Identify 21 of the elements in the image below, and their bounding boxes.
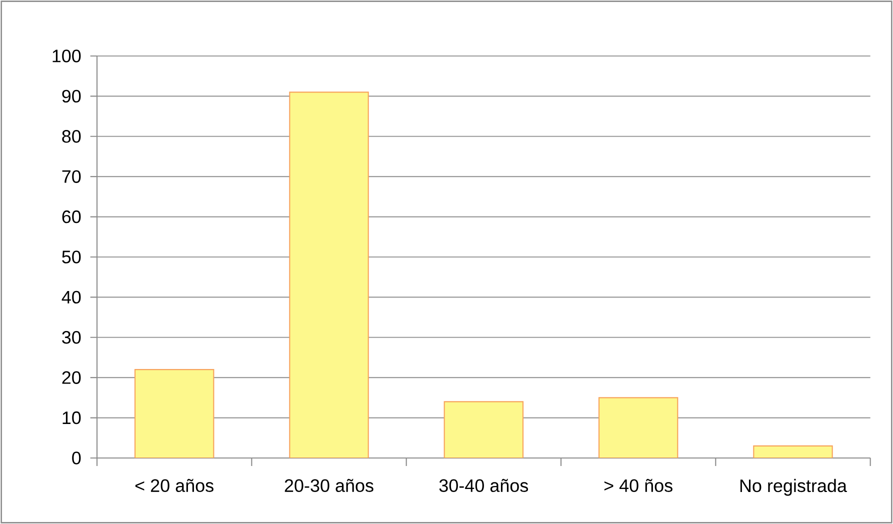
y-tick-label: 90 bbox=[62, 90, 81, 103]
y-tick-label: 0 bbox=[72, 452, 81, 464]
y-tick-label: 10 bbox=[62, 411, 81, 424]
bar bbox=[753, 445, 833, 458]
bar bbox=[444, 401, 524, 458]
bar bbox=[134, 369, 214, 458]
x-tick-label: 30-40 años bbox=[439, 478, 528, 492]
y-tick-label: 80 bbox=[62, 130, 81, 143]
x-tick-label: < 20 años bbox=[135, 478, 214, 492]
y-tick-label: 30 bbox=[62, 331, 81, 344]
x-tick-label: > 40 ños bbox=[604, 478, 672, 492]
y-tick-label: 70 bbox=[62, 170, 81, 183]
y-tick-label: 20 bbox=[62, 371, 81, 384]
x-tick-label: No registrada bbox=[740, 478, 847, 496]
y-tick-label: 100 bbox=[52, 50, 81, 62]
x-tick-label: 20-30 años bbox=[284, 478, 374, 492]
bar bbox=[289, 92, 369, 458]
y-tick-label: 50 bbox=[62, 250, 81, 264]
bar bbox=[598, 397, 678, 458]
y-tick-label: 40 bbox=[62, 290, 81, 304]
y-tick-label: 60 bbox=[62, 210, 81, 224]
